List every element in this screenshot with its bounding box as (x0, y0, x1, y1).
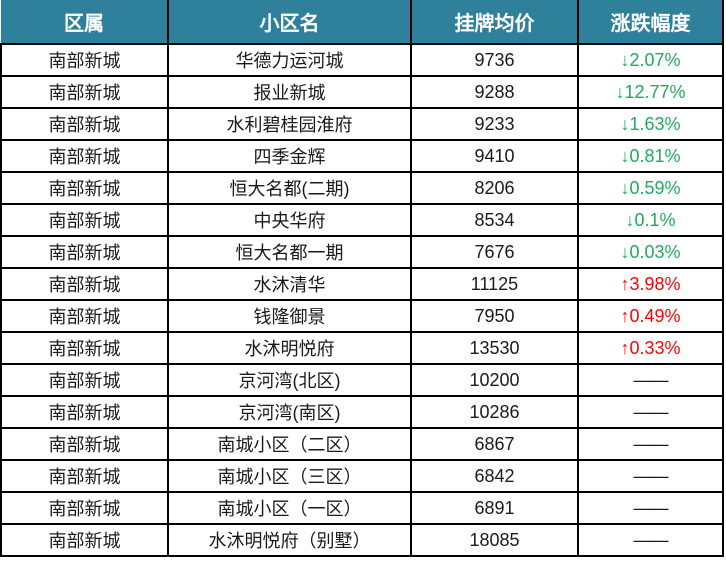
district-cell: 南部新城 (0, 203, 169, 237)
district-cell: 南部新城 (0, 171, 169, 205)
price-cell: 7950 (410, 299, 579, 333)
table-row: 南部新城 南城小区（三区） 6842 —— (0, 459, 724, 493)
table-row: 南部新城 水沐明悦府（别墅） 18085 —— (0, 523, 724, 557)
price-cell: 13530 (410, 331, 579, 365)
price-cell: 6867 (410, 427, 579, 461)
price-cell: 6891 (410, 491, 579, 525)
community-cell: 南城小区（二区） (167, 427, 412, 461)
table-row: 南部新城 四季金辉 9410 ↓0.81% (0, 139, 724, 173)
district-cell: 南部新城 (0, 459, 169, 493)
community-cell: 水沐清华 (167, 267, 412, 301)
district-cell: 南部新城 (0, 43, 169, 77)
table-body: 南部新城 华德力运河城 9736 ↓2.07% 南部新城 报业新城 9288 ↓12.77% 南… (0, 43, 724, 557)
district-cell: 南部新城 (0, 299, 169, 333)
price-cell: 11125 (410, 267, 579, 301)
price-cell: 8534 (410, 203, 579, 237)
price-cell: 7676 (410, 235, 579, 269)
community-cell: 南城小区（三区） (167, 459, 412, 493)
change-cell: ↓2.07% (577, 43, 724, 77)
district-cell: 南部新城 (0, 427, 169, 461)
price-cell: 18085 (410, 523, 579, 557)
table-row: 南部新城 报业新城 9288 ↓12.77% (0, 75, 724, 109)
header-row: 区属 小区名 挂牌均价 涨跌幅度 (1, 0, 724, 45)
price-cell: 6842 (410, 459, 579, 493)
community-cell: 京河湾(北区) (167, 363, 412, 397)
price-cell: 9288 (410, 75, 579, 109)
district-cell: 南部新城 (0, 75, 169, 109)
community-cell: 钱隆御景 (167, 299, 412, 333)
table-row: 南部新城 南城小区（二区） 6867 —— (0, 427, 724, 461)
table-header: 区属 小区名 挂牌均价 涨跌幅度 (1, 0, 724, 45)
change-cell: ↓12.77% (577, 75, 724, 109)
table-row: 南部新城 水沐清华 11125 ↑3.98% (0, 267, 724, 301)
price-cell: 9736 (410, 43, 579, 77)
change-cell: ↓0.03% (577, 235, 724, 269)
district-cell: 南部新城 (0, 107, 169, 141)
price-cell: 10286 (410, 395, 579, 429)
table-row: 南部新城 京河湾(南区) 10286 —— (0, 395, 724, 429)
district-cell: 南部新城 (0, 139, 169, 173)
change-cell: ↓0.59% (577, 171, 724, 205)
district-cell: 南部新城 (0, 523, 169, 557)
district-cell: 南部新城 (0, 331, 169, 365)
district-cell: 南部新城 (0, 267, 169, 301)
community-cell: 水利碧桂园淮府 (167, 107, 412, 141)
column-header-district: 区属 (1, 0, 169, 45)
community-cell: 南城小区（一区） (167, 491, 412, 525)
price-cell: 9410 (410, 139, 579, 173)
community-cell: 华德力运河城 (167, 43, 412, 77)
district-cell: 南部新城 (0, 395, 169, 429)
change-cell: ↓1.63% (577, 107, 724, 141)
change-cell: —— (577, 523, 724, 557)
change-cell: —— (577, 395, 724, 429)
column-header-change: 涨跌幅度 (577, 0, 724, 45)
table-row: 南部新城 水沐明悦府 13530 ↑0.33% (0, 331, 724, 365)
community-cell: 恒大名都(二期) (167, 171, 412, 205)
community-cell: 水沐明悦府（别墅） (167, 523, 412, 557)
district-cell: 南部新城 (0, 363, 169, 397)
price-cell: 8206 (410, 171, 579, 205)
community-cell: 四季金辉 (167, 139, 412, 173)
change-cell: ↓0.81% (577, 139, 724, 173)
table-row: 南部新城 中央华府 8534 ↓0.1% (0, 203, 724, 237)
change-cell: ↓0.1% (577, 203, 724, 237)
community-cell: 中央华府 (167, 203, 412, 237)
community-cell: 京河湾(南区) (167, 395, 412, 429)
community-cell: 水沐明悦府 (167, 331, 412, 365)
table-row: 南部新城 恒大名都一期 7676 ↓0.03% (0, 235, 724, 269)
change-cell: —— (577, 459, 724, 493)
column-header-community: 小区名 (167, 0, 412, 45)
table-row: 南部新城 京河湾(北区) 10200 —— (0, 363, 724, 397)
change-cell: —— (577, 491, 724, 525)
column-header-price: 挂牌均价 (410, 0, 579, 45)
community-cell: 报业新城 (167, 75, 412, 109)
table-row: 南部新城 水利碧桂园淮府 9233 ↓1.63% (0, 107, 724, 141)
district-cell: 南部新城 (0, 491, 169, 525)
community-cell: 恒大名都一期 (167, 235, 412, 269)
table-row: 南部新城 南城小区（一区） 6891 —— (0, 491, 724, 525)
table-row: 南部新城 钱隆御景 7950 ↑0.49% (0, 299, 724, 333)
change-cell: ↑3.98% (577, 267, 724, 301)
change-cell: ↑0.49% (577, 299, 724, 333)
change-cell: —— (577, 427, 724, 461)
table-row: 南部新城 恒大名都(二期) 8206 ↓0.59% (0, 171, 724, 205)
change-cell: —— (577, 363, 724, 397)
table-row: 南部新城 华德力运河城 9736 ↓2.07% (0, 43, 724, 77)
price-cell: 9233 (410, 107, 579, 141)
price-cell: 10200 (410, 363, 579, 397)
change-cell: ↑0.33% (577, 331, 724, 365)
district-cell: 南部新城 (0, 235, 169, 269)
